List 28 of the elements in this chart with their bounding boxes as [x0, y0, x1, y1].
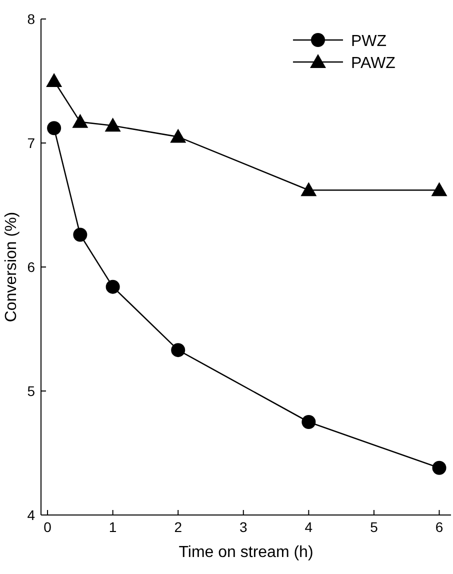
point: [72, 114, 88, 128]
point: [300, 182, 317, 196]
y-tick-label: 4: [27, 507, 36, 523]
point: [432, 460, 446, 475]
y-tick-label: 5: [27, 383, 36, 399]
x-axis-title: Time on stream (h): [178, 544, 314, 561]
x-tick-label: 3: [239, 519, 248, 535]
point: [171, 343, 186, 358]
x-tick-label: 4: [304, 519, 313, 535]
point: [104, 118, 121, 132]
y-tick-label: 8: [27, 11, 36, 27]
point: [73, 228, 88, 242]
legend-label: PAWZ: [351, 55, 396, 72]
point: [431, 182, 448, 196]
point: [106, 280, 120, 294]
y-tick-label: 6: [27, 259, 36, 275]
point: [47, 121, 62, 136]
x-tick-label: 0: [44, 519, 52, 535]
point: [302, 415, 316, 429]
y-axis-title: Conversion (%): [3, 212, 20, 322]
y-tick-label: 7: [27, 135, 36, 151]
x-tick-label: 5: [370, 519, 378, 535]
point: [170, 128, 186, 143]
x-tick-label: 6: [435, 519, 444, 535]
point: [46, 73, 62, 87]
x-tick-label: 1: [108, 519, 117, 535]
legend-label: PWZ: [351, 33, 387, 50]
x-tick-label: 2: [174, 519, 182, 535]
